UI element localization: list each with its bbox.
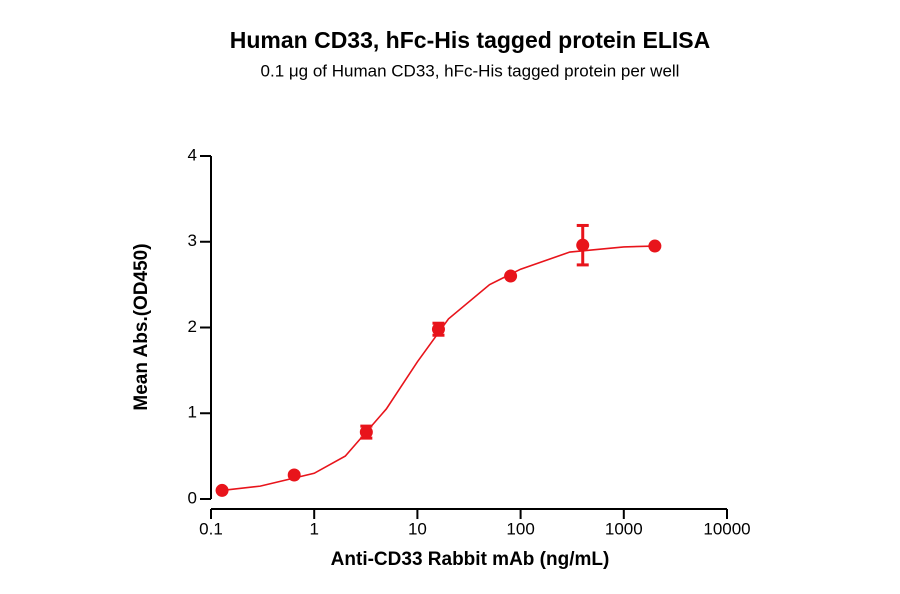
x-tick-label: 0.1 — [199, 519, 223, 538]
y-tick-label: 0 — [188, 488, 197, 507]
data-point — [431, 322, 445, 336]
data-point — [287, 468, 301, 482]
data-point — [215, 483, 229, 497]
x-tick-label: 100 — [506, 519, 534, 538]
chart-subtitle: 0.1 μg of Human CD33, hFc-His tagged pro… — [261, 61, 680, 80]
y-tick-label: 4 — [188, 145, 197, 164]
y-tick-label: 3 — [188, 231, 197, 250]
data-point — [359, 425, 373, 439]
x-tick-label: 10 — [408, 519, 427, 538]
y-tick-label: 1 — [188, 403, 197, 422]
x-axis-title: Anti-CD33 Rabbit mAb (ng/mL) — [331, 549, 610, 570]
data-point — [576, 238, 590, 252]
fit-curve — [221, 245, 655, 492]
x-tick-label: 1 — [309, 519, 318, 538]
x-tick-label: 10000 — [703, 519, 750, 538]
data-point — [504, 269, 518, 283]
y-axis-title: Mean Abs.(OD450) — [131, 243, 152, 410]
chart-title: Human CD33, hFc-His tagged protein ELISA — [230, 27, 711, 53]
data-point — [648, 239, 662, 253]
y-tick-label: 2 — [188, 317, 197, 336]
x-tick-label: 1000 — [605, 519, 643, 538]
